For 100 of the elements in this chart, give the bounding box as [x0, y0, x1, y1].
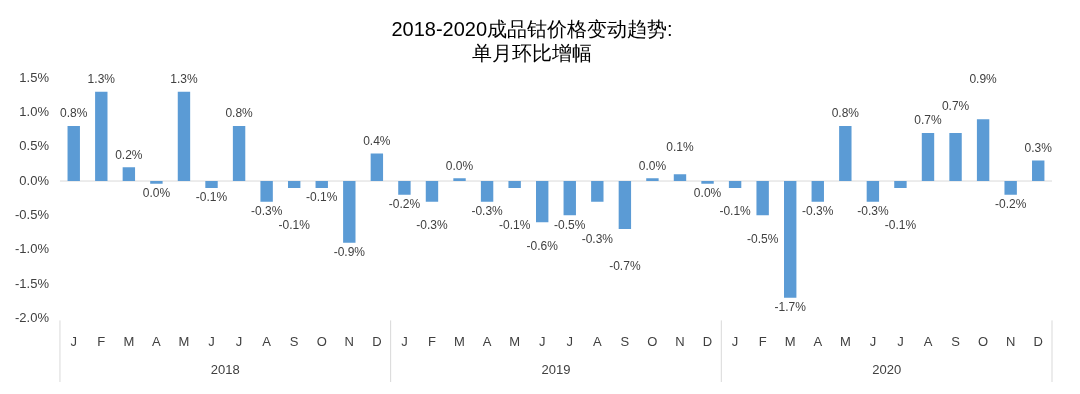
data-label: 0.4%: [363, 133, 391, 148]
x-tick-label: A: [482, 333, 492, 349]
x-tick-label: F: [97, 333, 106, 349]
bar: [976, 119, 990, 182]
bar: [343, 181, 356, 243]
bar: [728, 181, 742, 188]
data-label: -0.5%: [746, 231, 779, 246]
data-label: -0.1%: [498, 218, 531, 233]
bar: [480, 181, 494, 202]
bar: [646, 178, 659, 182]
bar: [756, 181, 769, 216]
data-label: -0.3%: [416, 217, 448, 232]
data-label: -0.9%: [333, 245, 366, 260]
bar: [398, 181, 411, 195]
chart-title: 2018-2020成品钴价格变动趋势: 单月环比增幅: [391, 17, 673, 64]
x-tick-label: M: [784, 333, 796, 349]
data-label: 0.8%: [225, 106, 254, 121]
bar: [150, 181, 163, 184]
bar: [425, 181, 439, 202]
x-tick-label: A: [813, 333, 823, 349]
data-label: -0.7%: [609, 259, 641, 274]
x-tick-label: J: [869, 333, 877, 349]
x-tick-label: J: [208, 333, 215, 349]
bar: [1032, 160, 1045, 182]
x-tick-label: S: [951, 333, 961, 349]
x-tick-label: M: [454, 333, 465, 349]
bar: [591, 181, 604, 202]
text: 2018: [210, 361, 240, 377]
data-label: 1.3%: [170, 72, 198, 87]
y-tick-label: 1.5%: [19, 69, 50, 85]
x-tick-label: M: [839, 333, 851, 349]
x-tick-label: M: [178, 333, 190, 349]
bar: [839, 126, 852, 182]
bar: [784, 181, 797, 298]
x-tick-label: S: [620, 333, 630, 349]
data-label: -0.3%: [857, 203, 889, 218]
bar: [260, 181, 273, 202]
data-label: -1.7%: [774, 300, 807, 315]
data-label: 0.2%: [115, 147, 143, 162]
x-tick-label: O: [978, 333, 989, 349]
x-tick-label: N: [675, 333, 685, 349]
bar: [673, 174, 687, 182]
x-tick-label: O: [316, 333, 327, 349]
data-label: -0.2%: [388, 197, 421, 212]
x-tick-label: A: [923, 333, 933, 349]
x-tick-label: F: [758, 333, 767, 349]
x-tick-label: J: [731, 333, 739, 349]
data-label: -0.1%: [195, 190, 228, 205]
bar: [315, 181, 328, 188]
x-tick-label: F: [428, 333, 436, 349]
x-tick-label: J: [566, 333, 574, 349]
bar: [205, 181, 218, 188]
bar: [949, 132, 962, 182]
bar: [894, 181, 907, 188]
x-tick-label: A: [592, 333, 602, 349]
data-label: 0.9%: [969, 71, 998, 86]
x-tick-label: A: [262, 333, 272, 349]
bar: [618, 181, 632, 230]
bar: [177, 91, 191, 182]
data-label: 0.0%: [638, 158, 667, 173]
y-tick-label: -2.0%: [14, 309, 50, 325]
data-label: -0.1%: [719, 204, 752, 219]
data-label: 0.0%: [142, 186, 171, 201]
x-tick-label: M: [509, 333, 521, 349]
data-label: -0.1%: [884, 218, 917, 233]
x-tick-label: A: [152, 333, 162, 349]
data-label: 0.8%: [831, 106, 860, 121]
x-tick-label: D: [372, 333, 382, 349]
x-tick-label: J: [235, 333, 243, 349]
bar: [370, 153, 384, 182]
bar: [866, 181, 880, 202]
data-label: -0.2%: [994, 197, 1027, 212]
x-tick-label: D: [702, 333, 713, 349]
bar: [95, 91, 108, 182]
data-label: 0.7%: [941, 99, 970, 114]
bar: [921, 132, 935, 182]
data-label: 0.1%: [666, 140, 694, 155]
bar: [453, 178, 466, 182]
data-label: 0.0%: [445, 158, 474, 173]
x-tick-label: O: [647, 333, 658, 349]
y-tick-label: -1.5%: [14, 275, 50, 291]
x-tick-label: J: [70, 333, 77, 349]
y-tick-label: -1.0%: [14, 241, 50, 257]
bar: [67, 126, 80, 182]
bar: [563, 181, 576, 216]
x-tick-label: J: [538, 333, 546, 349]
data-label: -0.5%: [554, 217, 586, 232]
x-tick-label: N: [344, 333, 354, 349]
data-label: -0.1%: [278, 218, 311, 233]
y-tick-label: -0.5%: [14, 206, 50, 222]
data-label: 1.3%: [87, 72, 116, 87]
x-tick-label: D: [1033, 333, 1043, 349]
bar: [536, 181, 549, 223]
data-label: -0.3%: [250, 203, 283, 218]
y-tick-label: 1.0%: [19, 103, 50, 119]
bar: [232, 126, 246, 182]
bar: [701, 181, 714, 184]
bar: [287, 181, 301, 188]
bar: [1004, 181, 1017, 195]
data-label: 0.3%: [1024, 140, 1053, 155]
